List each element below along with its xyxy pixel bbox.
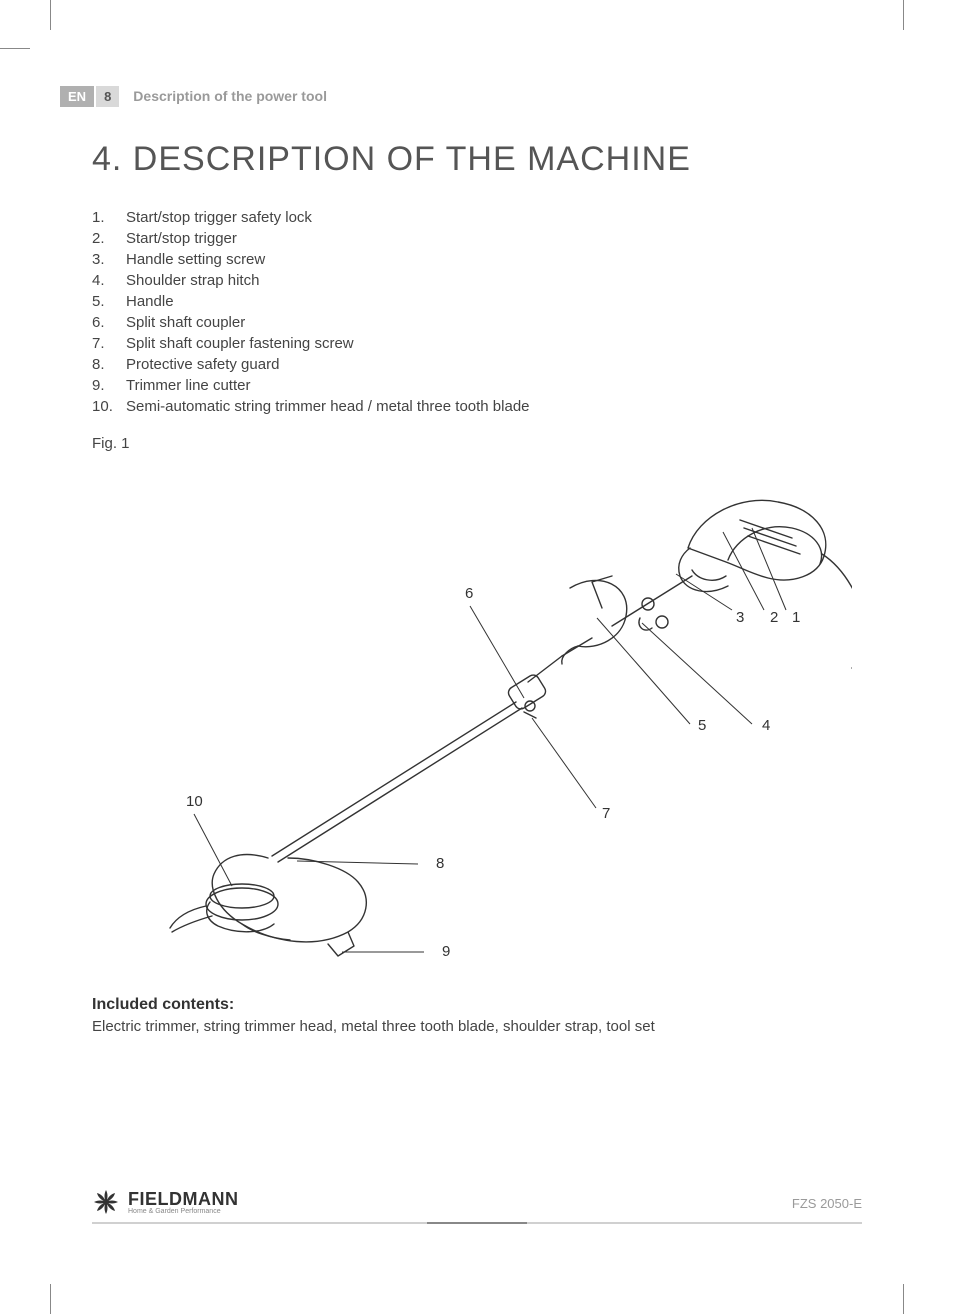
callout-line — [597, 618, 690, 724]
crop-mark — [50, 0, 51, 30]
parts-list-item: Start/stop trigger — [92, 228, 862, 249]
callout-line — [642, 623, 752, 724]
callout-number: 6 — [465, 585, 473, 602]
page-header-band: EN 8 Description of the power tool — [60, 84, 327, 108]
callout-number: 8 — [436, 855, 444, 872]
brand-block: FIELDMANN Home & Garden Performance — [92, 1188, 239, 1216]
callout-number: 3 — [736, 609, 744, 626]
model-code: FZS 2050-E — [792, 1196, 862, 1211]
callout-number: 5 — [698, 717, 706, 734]
callout-line — [723, 532, 764, 610]
parts-list-item: Shoulder strap hitch — [92, 270, 862, 291]
callout-number: 10 — [186, 793, 203, 810]
callout-number: 4 — [762, 717, 770, 734]
parts-list-item: Start/stop trigger safety lock — [92, 207, 862, 228]
crop-mark — [903, 0, 904, 30]
page-number-badge: 8 — [96, 86, 119, 107]
lang-badge: EN — [60, 86, 94, 107]
machine-figure: 12 3 4 5 6 7 8 9 10 — [92, 458, 852, 978]
page-title: 4. DESCRIPTION OF THE MACHINE — [92, 140, 862, 179]
callout-line — [297, 861, 418, 864]
brand-logo-icon — [92, 1188, 120, 1216]
crop-mark — [50, 1284, 51, 1314]
footer-rule-accent — [427, 1222, 527, 1224]
included-contents: Included contents: Electric trimmer, str… — [92, 996, 862, 1035]
callout-line — [470, 606, 524, 698]
callout-number: 9 — [442, 943, 450, 960]
parts-list-item: Protective safety guard — [92, 354, 862, 375]
brand-name: FIELDMANN — [128, 1189, 239, 1209]
included-body: Electric trimmer, string trimmer head, m… — [92, 1018, 862, 1035]
machine-diagram-svg: 12 3 4 5 6 7 8 9 10 — [92, 458, 852, 978]
crop-mark — [0, 48, 30, 49]
brand-tagline: Home & Garden Performance — [128, 1208, 239, 1215]
parts-list-item: Trimmer line cutter — [92, 375, 862, 396]
parts-list: Start/stop trigger safety lockStart/stop… — [92, 207, 862, 417]
parts-list-item: Split shaft coupler — [92, 312, 862, 333]
parts-list-item: Handle setting screw — [92, 249, 862, 270]
callout-number: 1 — [792, 609, 800, 626]
callout-line — [532, 718, 596, 808]
figure-label: Fig. 1 — [92, 435, 862, 452]
callout-number: 2 — [770, 609, 778, 626]
footer-rule — [92, 1222, 862, 1224]
crop-mark — [903, 1284, 904, 1314]
parts-list-item: Semi-automatic string trimmer head / met… — [92, 396, 862, 417]
section-title: Description of the power tool — [133, 88, 327, 104]
page-content: 4. DESCRIPTION OF THE MACHINE Start/stop… — [92, 140, 862, 1035]
parts-list-item: Handle — [92, 291, 862, 312]
callout-number: 7 — [602, 805, 610, 822]
included-heading: Included contents: — [92, 996, 862, 1014]
parts-list-item: Split shaft coupler fastening screw — [92, 333, 862, 354]
page-footer: FIELDMANN Home & Garden Performance FZS … — [92, 1214, 862, 1224]
